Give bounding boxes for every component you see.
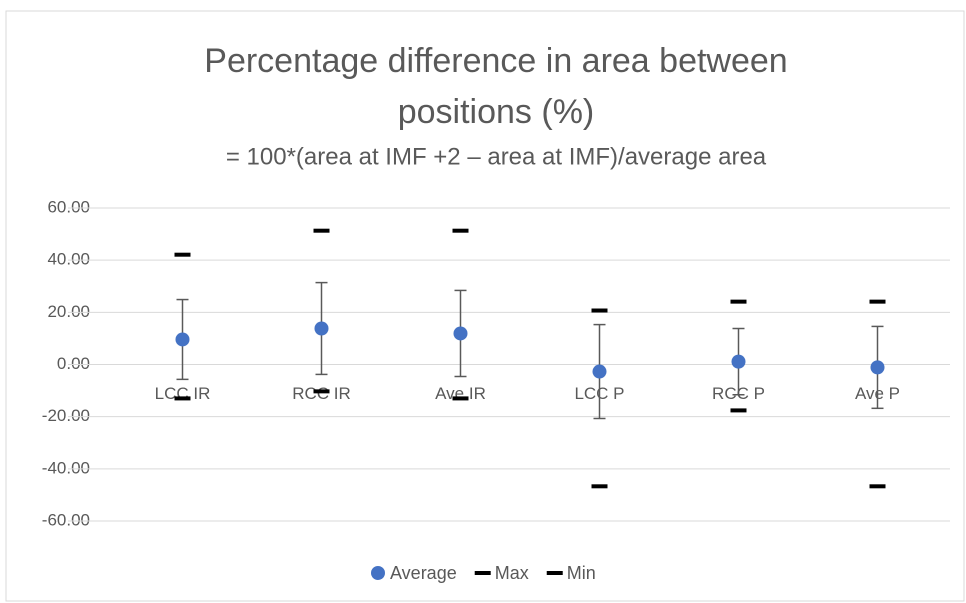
chart-border bbox=[5, 10, 965, 602]
legend-label: Average bbox=[390, 563, 457, 583]
point bbox=[175, 332, 190, 347]
chart-title-2: positions (%) bbox=[398, 93, 595, 131]
dash-marker bbox=[591, 308, 608, 313]
point bbox=[731, 354, 746, 369]
dash-marker bbox=[869, 484, 886, 489]
dash-marker bbox=[869, 299, 886, 304]
dash-marker bbox=[174, 396, 191, 401]
point bbox=[314, 321, 329, 336]
point bbox=[870, 360, 885, 375]
y-tick-label: 60.00 bbox=[47, 197, 90, 216]
point bbox=[592, 364, 607, 379]
y-tick-label: -40.00 bbox=[42, 458, 90, 477]
legend-marker bbox=[474, 571, 491, 575]
dash-marker bbox=[452, 228, 469, 233]
dash-marker bbox=[730, 408, 747, 413]
y-tick-label: 0.00 bbox=[57, 354, 90, 373]
y-tick-label: -60.00 bbox=[42, 510, 90, 529]
x-tick-label: Ave IR bbox=[435, 384, 486, 403]
dash-marker bbox=[591, 484, 608, 489]
dash-marker bbox=[174, 252, 191, 257]
y-tick-label: -20.00 bbox=[42, 406, 90, 425]
dash-marker bbox=[313, 228, 330, 233]
chart-subtitle: = 100*(area at IMF +2 – area at IMF)/ave… bbox=[226, 143, 767, 170]
dash-marker bbox=[313, 389, 330, 394]
dash-marker bbox=[452, 396, 469, 401]
chart-title-1: Percentage difference in area between bbox=[204, 42, 787, 80]
dash-marker bbox=[730, 299, 747, 304]
point bbox=[453, 326, 468, 341]
x-tick-label: LCC IR bbox=[155, 384, 211, 403]
y-tick-label: 20.00 bbox=[47, 302, 90, 321]
legend-label: Min bbox=[567, 563, 596, 583]
legend-marker bbox=[371, 566, 385, 580]
legend-label: Max bbox=[495, 563, 529, 583]
x-tick-label: RCC IR bbox=[292, 384, 351, 403]
y-tick-label: 40.00 bbox=[47, 250, 90, 269]
legend-marker bbox=[546, 571, 563, 575]
